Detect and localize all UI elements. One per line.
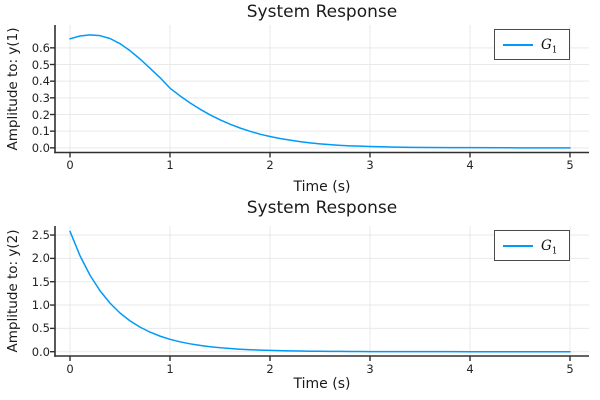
y-tick-label: 0.6 — [31, 40, 50, 55]
x-tick-label: 1 — [166, 361, 174, 376]
y-tick-label: 2.5 — [31, 228, 50, 243]
y-tick-label: 0.2 — [31, 107, 50, 122]
y-tick-label: 1.0 — [31, 298, 50, 313]
legend-series-line-sample — [503, 43, 533, 46]
series-line-G_1 — [69, 34, 571, 149]
x-tick-label: 4 — [466, 158, 474, 172]
legend-label-base: G — [541, 36, 552, 53]
legend-series-line-sample — [503, 244, 533, 247]
subplot1-title: System Response — [246, 2, 398, 22]
y-tick-label: 0.5 — [31, 57, 50, 72]
y-tick-label: 0.0 — [31, 140, 50, 155]
subplot1-x-axis-label: Time (s) — [293, 179, 351, 195]
x-tick-label: 1 — [166, 158, 174, 172]
y-tick-label: 0.5 — [31, 321, 50, 336]
legend-label-subscript: 1 — [551, 45, 558, 56]
x-tick-label: 2 — [266, 361, 274, 376]
series-line-G_1 — [69, 230, 571, 353]
x-tick-label: 3 — [366, 158, 374, 172]
x-tick-label: 0 — [66, 158, 74, 172]
y-tick-label: 2.0 — [31, 251, 50, 266]
y-tick-label: 0.3 — [31, 90, 50, 105]
subplot1-legend: G1 — [494, 29, 570, 60]
subplot2-x-axis-label: Time (s) — [293, 376, 351, 392]
x-tick-label: 3 — [366, 361, 374, 376]
legend-label-base: G — [541, 237, 552, 254]
x-tick-label: 5 — [566, 158, 574, 172]
legend-series-label: G1 — [541, 237, 558, 257]
x-tick-label: 2 — [266, 158, 274, 172]
legend-series-label: G1 — [541, 36, 558, 56]
y-tick-label: 0.0 — [31, 344, 50, 359]
legend-label-subscript: 1 — [551, 246, 558, 257]
subplot2-legend: G1 — [494, 230, 570, 261]
y-tick-label: 0.1 — [31, 124, 50, 139]
subplot2-title: System Response — [246, 198, 398, 218]
y-tick-label: 1.5 — [31, 274, 50, 289]
x-tick-label: 0 — [66, 361, 74, 376]
x-tick-label: 5 — [566, 361, 574, 376]
x-tick-label: 4 — [466, 361, 474, 376]
y-tick-label: 0.4 — [31, 74, 50, 89]
